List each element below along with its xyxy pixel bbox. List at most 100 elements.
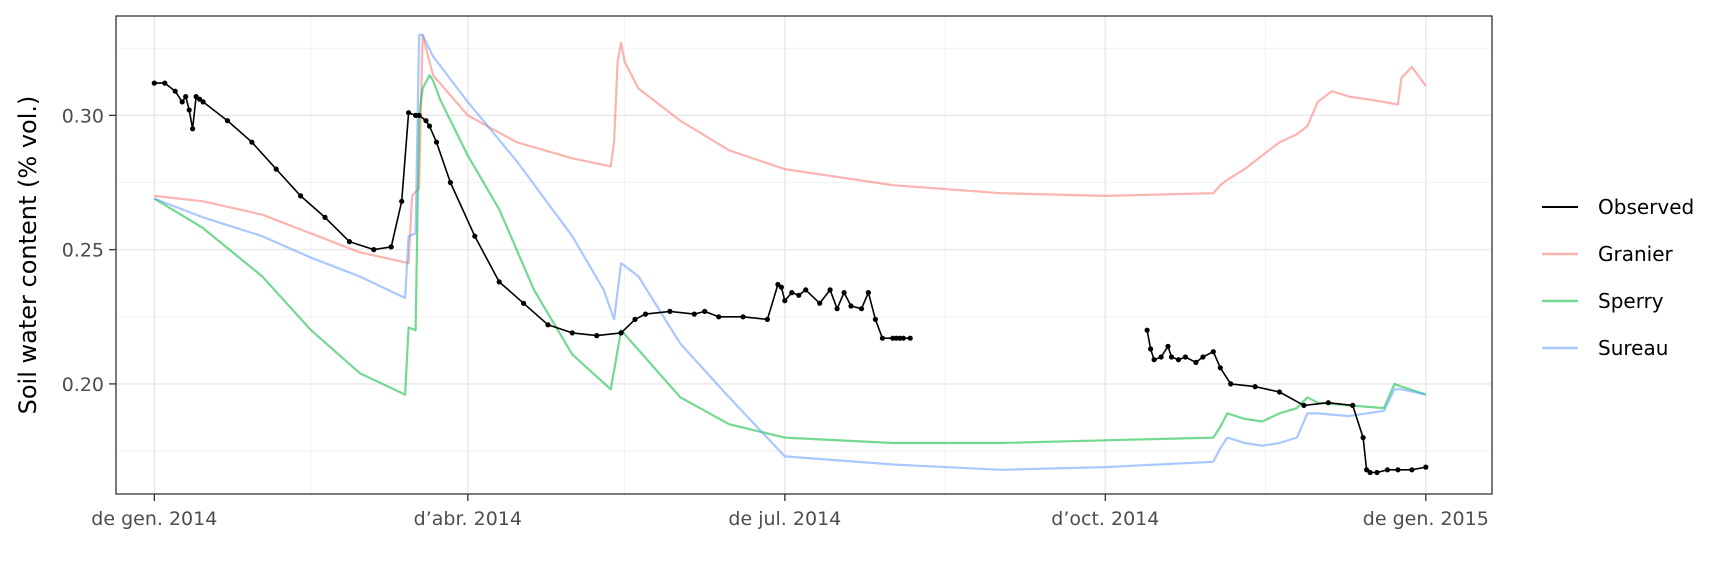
observed-point bbox=[778, 284, 785, 290]
series-line-sureau bbox=[153, 33, 1427, 471]
observed-point bbox=[1168, 354, 1175, 360]
observed-point bbox=[716, 314, 722, 320]
observed-point bbox=[273, 166, 279, 172]
observed-point bbox=[834, 306, 840, 312]
observed-point bbox=[224, 118, 231, 124]
observed-point bbox=[200, 99, 206, 105]
observed-point bbox=[865, 290, 872, 296]
observed-point bbox=[1228, 381, 1234, 387]
observed-point bbox=[667, 308, 673, 314]
observed-point bbox=[764, 316, 771, 322]
observed-point bbox=[848, 303, 854, 309]
observed-point bbox=[426, 123, 433, 129]
observed-point bbox=[179, 99, 185, 105]
observed-point bbox=[406, 110, 412, 116]
observed-point bbox=[900, 335, 906, 341]
observed-point bbox=[1360, 435, 1366, 441]
legend-label: Observed bbox=[1598, 195, 1694, 219]
observed-point bbox=[423, 118, 429, 124]
observed-point bbox=[521, 300, 527, 306]
observed-point bbox=[642, 311, 649, 317]
y-tick-label: 0.30 bbox=[62, 105, 104, 127]
observed-point bbox=[1276, 389, 1283, 395]
observed-point bbox=[1151, 357, 1157, 363]
observed-point bbox=[186, 107, 192, 113]
observed-point bbox=[1182, 354, 1188, 360]
observed-point bbox=[702, 308, 708, 314]
x-axis: de gen. 2014 d’abr. 2014 de jul. 2014 d’oct… bbox=[91, 494, 1489, 530]
observed-point bbox=[1200, 354, 1206, 360]
observed-point bbox=[569, 330, 575, 336]
panel-border bbox=[115, 15, 1493, 495]
observed-point bbox=[1350, 402, 1356, 408]
y-tick-label: 0.25 bbox=[62, 240, 104, 262]
observed-point bbox=[545, 322, 551, 328]
observed-point bbox=[789, 290, 795, 296]
observed-point bbox=[879, 335, 886, 341]
observed-point bbox=[841, 290, 847, 296]
observed-point bbox=[1301, 402, 1307, 408]
grid-minor bbox=[116, 16, 1492, 494]
observed-point bbox=[1144, 327, 1150, 333]
panel-background bbox=[116, 16, 1492, 494]
observed-point bbox=[1325, 400, 1331, 406]
observed-point bbox=[371, 247, 377, 253]
observed-point bbox=[172, 88, 178, 94]
observed-point bbox=[1423, 464, 1429, 470]
observed-point bbox=[827, 287, 833, 293]
observed-point bbox=[399, 198, 405, 204]
legend: Observed Granier Sperry Sureau bbox=[1542, 195, 1694, 360]
observed-point bbox=[817, 300, 823, 306]
observed-point bbox=[872, 316, 879, 322]
legend-label: Sureau bbox=[1598, 336, 1668, 360]
observed-point bbox=[190, 126, 196, 132]
observed-point bbox=[151, 80, 157, 86]
observed-point bbox=[775, 281, 781, 288]
observed-point bbox=[1175, 357, 1182, 363]
plot-area bbox=[151, 33, 1429, 476]
observed-point bbox=[298, 193, 304, 199]
x-tick-label: de gen. 2014 bbox=[91, 508, 217, 530]
observed-point bbox=[433, 139, 440, 145]
observed-point bbox=[1158, 354, 1164, 360]
grid-major bbox=[116, 16, 1492, 494]
observed-point bbox=[322, 214, 328, 220]
y-axis: 0.20 0.25 0.30 bbox=[62, 105, 116, 396]
observed-point bbox=[782, 298, 788, 304]
observed-point bbox=[1409, 467, 1415, 473]
observed-point bbox=[472, 233, 478, 239]
observed-point bbox=[197, 96, 203, 102]
y-axis-title: Soil water content (% vol.) bbox=[14, 96, 42, 415]
observed-point bbox=[162, 80, 168, 86]
observed-point bbox=[183, 94, 189, 100]
observed-point bbox=[1395, 467, 1401, 473]
x-tick-label: d’oct. 2014 bbox=[1051, 508, 1159, 530]
observed-point bbox=[1210, 349, 1216, 355]
observed-point bbox=[346, 239, 352, 245]
observed-point bbox=[1193, 359, 1199, 365]
observed-point bbox=[447, 179, 453, 186]
observed-point bbox=[249, 139, 255, 145]
y-tick-label: 0.20 bbox=[62, 374, 104, 396]
legend-label: Granier bbox=[1598, 242, 1674, 266]
observed-point bbox=[618, 330, 624, 336]
observed-point bbox=[1217, 365, 1223, 371]
observed-point bbox=[416, 112, 422, 118]
observed-point bbox=[632, 316, 638, 322]
observed-point bbox=[796, 292, 802, 298]
observed-point bbox=[740, 314, 746, 320]
observed-point bbox=[1148, 346, 1154, 352]
series-line-sperry bbox=[153, 73, 1427, 445]
observed-point bbox=[691, 311, 697, 317]
observed-point bbox=[388, 244, 394, 250]
legend-label: Sperry bbox=[1598, 289, 1664, 313]
observed-point bbox=[803, 287, 809, 293]
observed-point bbox=[1374, 469, 1380, 476]
observed-point bbox=[1384, 467, 1391, 473]
x-tick-label: d’abr. 2014 bbox=[414, 508, 522, 530]
observed-point bbox=[907, 335, 913, 341]
x-tick-label: de jul. 2014 bbox=[728, 508, 841, 530]
x-tick-label: de gen. 2015 bbox=[1363, 508, 1489, 530]
